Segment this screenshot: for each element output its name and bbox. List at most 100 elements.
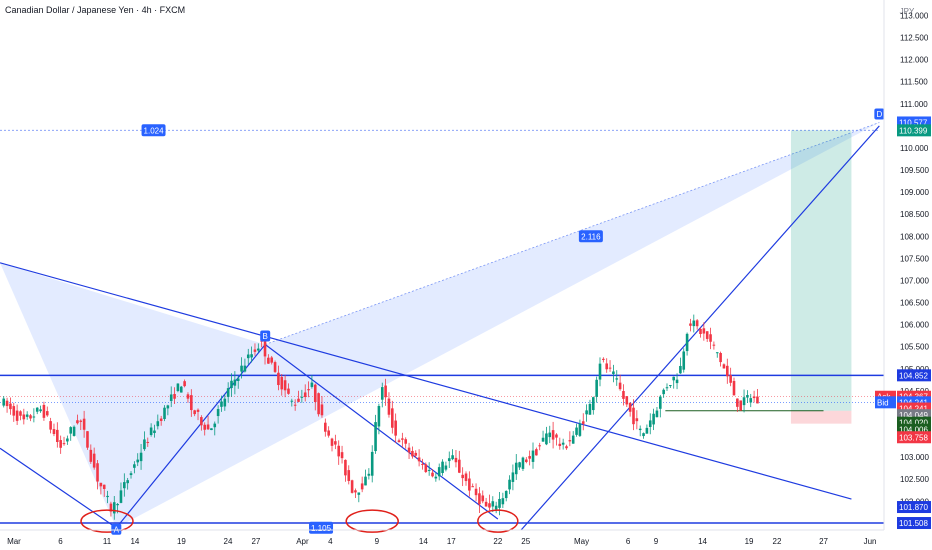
candle-body bbox=[444, 465, 448, 470]
candle-body bbox=[535, 449, 538, 456]
candle-body bbox=[236, 378, 240, 382]
candle-body bbox=[216, 409, 220, 417]
candle-body bbox=[66, 438, 69, 442]
x-tick-label: Mar bbox=[7, 537, 21, 546]
candle-body bbox=[273, 362, 277, 372]
candle-body bbox=[404, 439, 408, 444]
candle-body bbox=[434, 476, 438, 479]
candle-body bbox=[280, 376, 284, 390]
candle-body bbox=[545, 433, 548, 445]
candle-body bbox=[136, 459, 140, 463]
candle-body bbox=[555, 434, 558, 438]
candle-body bbox=[615, 378, 619, 380]
candle-body bbox=[220, 401, 223, 407]
candle-body bbox=[96, 463, 99, 482]
candle-body bbox=[669, 385, 672, 387]
candle-body bbox=[531, 450, 535, 462]
y-tick-label: 106.500 bbox=[900, 299, 929, 308]
candle-body bbox=[297, 398, 300, 402]
candle-body bbox=[709, 334, 712, 342]
long-position-target-zone bbox=[790, 130, 852, 411]
pattern-point-d: D bbox=[876, 110, 882, 119]
candle-body bbox=[206, 424, 210, 430]
candle-body bbox=[397, 440, 401, 443]
x-tick-label: 14 bbox=[419, 537, 428, 546]
y-tick-label: 112.000 bbox=[900, 56, 929, 65]
candle-body bbox=[384, 385, 387, 398]
candle-body bbox=[340, 452, 344, 459]
candle-body bbox=[32, 416, 36, 418]
candle-body bbox=[598, 363, 602, 380]
price-label-box bbox=[897, 517, 931, 530]
candle-body bbox=[324, 422, 327, 432]
candle-body bbox=[585, 410, 588, 415]
candle-body bbox=[508, 479, 511, 490]
x-tick-label: 14 bbox=[698, 537, 707, 546]
circled-low bbox=[345, 509, 399, 533]
x-tick-label: 14 bbox=[130, 537, 139, 546]
candle-body bbox=[106, 495, 109, 498]
candle-body bbox=[581, 421, 585, 424]
candle-body bbox=[565, 446, 568, 449]
x-tick-label: Jun bbox=[864, 537, 877, 546]
pattern-fill-xab bbox=[0, 262, 266, 528]
candle-body bbox=[648, 420, 652, 427]
price-label-box bbox=[897, 431, 931, 444]
price-tag-bid: Bid bbox=[877, 398, 889, 407]
price-tag-box bbox=[875, 396, 896, 409]
candle-body bbox=[447, 458, 451, 462]
candle-body bbox=[240, 365, 243, 372]
candle-body bbox=[662, 389, 665, 395]
candle-body bbox=[42, 404, 46, 418]
candle-body bbox=[173, 393, 176, 399]
candle-body bbox=[116, 503, 119, 506]
ratio-label-box bbox=[578, 230, 603, 243]
price-label: 101.870 bbox=[899, 503, 928, 512]
candle-body bbox=[417, 457, 421, 462]
candle-body bbox=[468, 478, 471, 491]
candle-body bbox=[478, 493, 481, 505]
x-tick-label: 4 bbox=[328, 537, 333, 546]
candle-body bbox=[5, 400, 9, 407]
candle-body bbox=[739, 400, 742, 411]
candle-body bbox=[263, 340, 267, 357]
candle-body bbox=[712, 344, 716, 346]
x-tick-label: 17 bbox=[447, 537, 456, 546]
ratio-label: 2.116 bbox=[581, 232, 601, 241]
candle-body bbox=[437, 467, 441, 477]
candle-body bbox=[112, 502, 116, 514]
trendline bbox=[0, 262, 852, 500]
candle-body bbox=[109, 503, 113, 512]
candle-body bbox=[387, 398, 391, 415]
candle-body bbox=[82, 418, 86, 430]
candle-body bbox=[715, 352, 719, 354]
candle-body bbox=[293, 404, 297, 406]
y-tick-label: 106.000 bbox=[900, 321, 929, 330]
candle-body bbox=[350, 480, 354, 493]
candle-body bbox=[334, 441, 337, 445]
y-tick-label: 111.000 bbox=[900, 100, 928, 109]
candle-body bbox=[357, 492, 361, 495]
candle-body bbox=[223, 398, 227, 407]
candle-body bbox=[29, 415, 32, 419]
x-tick-label: 6 bbox=[58, 537, 63, 546]
pattern-point-b: B bbox=[263, 332, 268, 341]
trendline bbox=[0, 447, 117, 529]
pattern-point-box bbox=[874, 108, 885, 120]
candle-body bbox=[156, 421, 160, 427]
y-tick-label: 112.500 bbox=[900, 34, 929, 43]
candle-body bbox=[458, 459, 461, 473]
candle-body bbox=[551, 430, 555, 440]
candle-body bbox=[233, 379, 237, 386]
candle-body bbox=[246, 354, 250, 359]
long-position-stop-zone bbox=[790, 410, 852, 424]
candle-body bbox=[377, 405, 381, 427]
candle-body bbox=[290, 400, 294, 402]
candle-body bbox=[2, 398, 6, 406]
chart-title: Canadian Dollar / Japanese Yen · 4h · FX… bbox=[5, 5, 186, 15]
y-tick-label: 109.500 bbox=[900, 166, 929, 175]
candle-body bbox=[190, 395, 193, 411]
candle-body bbox=[277, 372, 280, 386]
candle-body bbox=[344, 459, 347, 476]
